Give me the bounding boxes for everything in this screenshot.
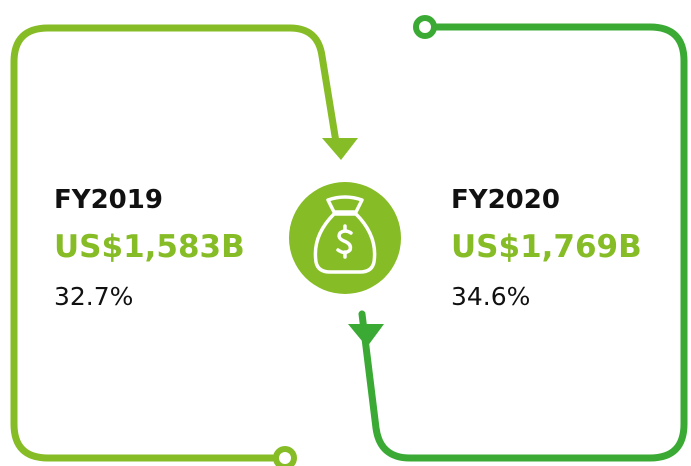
left-frame xyxy=(10,24,340,462)
right-frame-end xyxy=(413,15,437,39)
left-arrow xyxy=(322,138,358,160)
period-label: FY2019 xyxy=(54,185,163,215)
amount-value: US$1,769B xyxy=(451,229,642,265)
share-value: 34.6% xyxy=(451,282,530,311)
amount-value: US$1,583B xyxy=(54,229,245,265)
left-frame-end xyxy=(273,446,297,466)
period-label: FY2020 xyxy=(451,185,560,215)
right-arrow xyxy=(348,324,384,347)
share-value: 32.7% xyxy=(54,282,133,311)
money-bag-icon xyxy=(313,195,377,274)
money-icon-circle xyxy=(289,182,401,294)
right-frame xyxy=(358,23,688,462)
